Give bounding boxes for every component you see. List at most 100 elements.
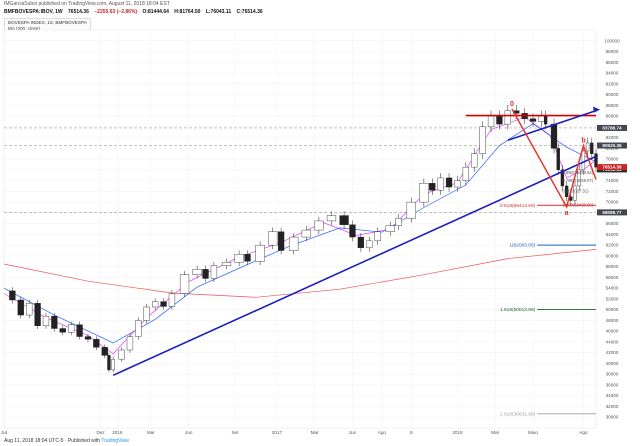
price-tag <box>597 142 627 149</box>
candle-body <box>68 324 75 333</box>
y-tick-label: 82000 <box>606 135 619 140</box>
y-tick-label: 58000 <box>606 264 619 269</box>
y-tick-label: 62000 <box>606 243 619 248</box>
x-tick-label: Mar <box>491 430 499 435</box>
fib-level-label: 1(62003.05) <box>509 243 535 249</box>
published-by: IMGarciaSuboi published on TradingView.c… <box>4 1 170 7</box>
candle-body <box>301 229 311 238</box>
fib-retrace-label: 0.786(74059.07) <box>562 178 593 183</box>
candle-body <box>255 244 265 262</box>
y-tick-label: 50000 <box>606 307 619 312</box>
candle-body <box>573 185 577 201</box>
candle-body <box>581 150 586 171</box>
y-tick-label: 90000 <box>606 92 619 97</box>
candle-body <box>529 118 537 122</box>
candle-body <box>118 349 125 360</box>
candle-body <box>314 220 324 231</box>
harmonic-pattern <box>511 108 597 209</box>
y-tick-label: 74000 <box>606 178 619 183</box>
candle-body <box>496 115 503 125</box>
price-tag-label: 76514.36 <box>602 165 622 170</box>
y-tick-label: 36000 <box>606 382 619 387</box>
x-tick-label: Jun <box>185 430 193 435</box>
candle-body <box>9 290 16 301</box>
candle-body <box>560 169 565 187</box>
indicator-ma[interactable]: MA (200, close) <box>8 26 40 32</box>
change: −2255.63 (−2.86%) <box>94 9 138 15</box>
candle-body <box>234 254 244 263</box>
y-tick-label: 34000 <box>606 393 619 398</box>
candle-body <box>357 236 365 249</box>
x-tick-label: Mar <box>311 430 319 435</box>
candle-body <box>504 110 511 125</box>
ticker-line: BMFBOVESPA:IBOV, 1W 76514.36 −2255.63 (−… <box>4 9 267 15</box>
candle-body <box>277 231 285 251</box>
x-tick-label: 2018 <box>452 430 463 435</box>
candle-body <box>454 180 461 188</box>
price-tag-label: 83788.74 <box>602 126 622 131</box>
candle-body <box>479 126 486 154</box>
ohlc-close: C:76514.36 <box>236 9 263 15</box>
y-tick-label: 64000 <box>606 232 619 237</box>
candle-body <box>202 269 209 279</box>
x-tick-label: Mar <box>147 430 155 435</box>
price-tag <box>597 124 627 131</box>
candle-body <box>160 301 167 307</box>
y-tick-label: 54000 <box>606 286 619 291</box>
candle-body <box>126 336 134 351</box>
y-tick-label: 66000 <box>606 221 619 226</box>
candle-body <box>339 215 349 225</box>
candle-body <box>168 293 176 307</box>
candle-body <box>143 306 150 321</box>
x-tick-label: Ago <box>378 430 387 435</box>
x-tick-label: Jul <box>1 430 7 435</box>
y-tick-label: 52000 <box>606 296 619 301</box>
footer: Aug 11, 2018 18:04 UTC-5 · Published wit… <box>4 438 129 444</box>
candle-body <box>349 224 356 238</box>
candle-body <box>135 320 142 337</box>
y-tick-label: 88000 <box>606 103 619 108</box>
candle-body <box>429 183 436 191</box>
y-tick-label: 38000 <box>606 372 619 377</box>
candle-body <box>437 177 444 191</box>
y-tick-label: 100000 <box>604 38 620 43</box>
candle-body <box>585 142 590 152</box>
y-tick-label: 56000 <box>606 275 619 280</box>
price-tag-label: 68088.77 <box>602 210 622 215</box>
y-tick-label: 72000 <box>606 189 619 194</box>
candle-body <box>268 231 278 246</box>
x-tick-label: 2017 <box>272 430 283 435</box>
price-tag-label: 80520.36 <box>602 143 622 148</box>
candle-body <box>374 231 381 242</box>
pattern-point-label: b <box>581 138 585 145</box>
series-line <box>3 116 597 355</box>
y-tick-label: 94000 <box>606 71 619 76</box>
candle-body <box>42 315 50 327</box>
candle-body <box>538 115 545 122</box>
pattern-point-label: a <box>565 210 569 217</box>
tradingview-logo[interactable]: TradingView <box>101 438 129 444</box>
x-tick-label: S <box>410 430 413 435</box>
ohlc-high: H:81764.50 <box>174 9 201 15</box>
x-tick-label: Maio <box>528 430 538 435</box>
fib-level-label: 2.618(30631.96) <box>500 411 536 417</box>
fib-retrace-label: 1.000(69439.69) <box>562 203 593 208</box>
candle-body <box>51 315 58 329</box>
candle-body <box>192 269 202 275</box>
x-tick-label: Dez <box>96 430 105 435</box>
trendline-support <box>112 155 597 377</box>
series-line <box>3 123 597 344</box>
candle-body <box>26 303 33 316</box>
symbol: BMFBOVESPA:IBOV, 1W <box>4 9 63 15</box>
candle-body <box>111 358 115 371</box>
candle-body <box>84 336 92 340</box>
x-tick-label: Jun <box>349 430 357 435</box>
price-tag <box>597 164 627 171</box>
ohlc-low: L:76043.11 <box>205 9 232 15</box>
candle-body <box>107 355 111 371</box>
candle-body <box>210 265 218 279</box>
candle-body <box>152 301 159 308</box>
candle-body <box>594 153 598 168</box>
candle-body <box>221 262 232 266</box>
